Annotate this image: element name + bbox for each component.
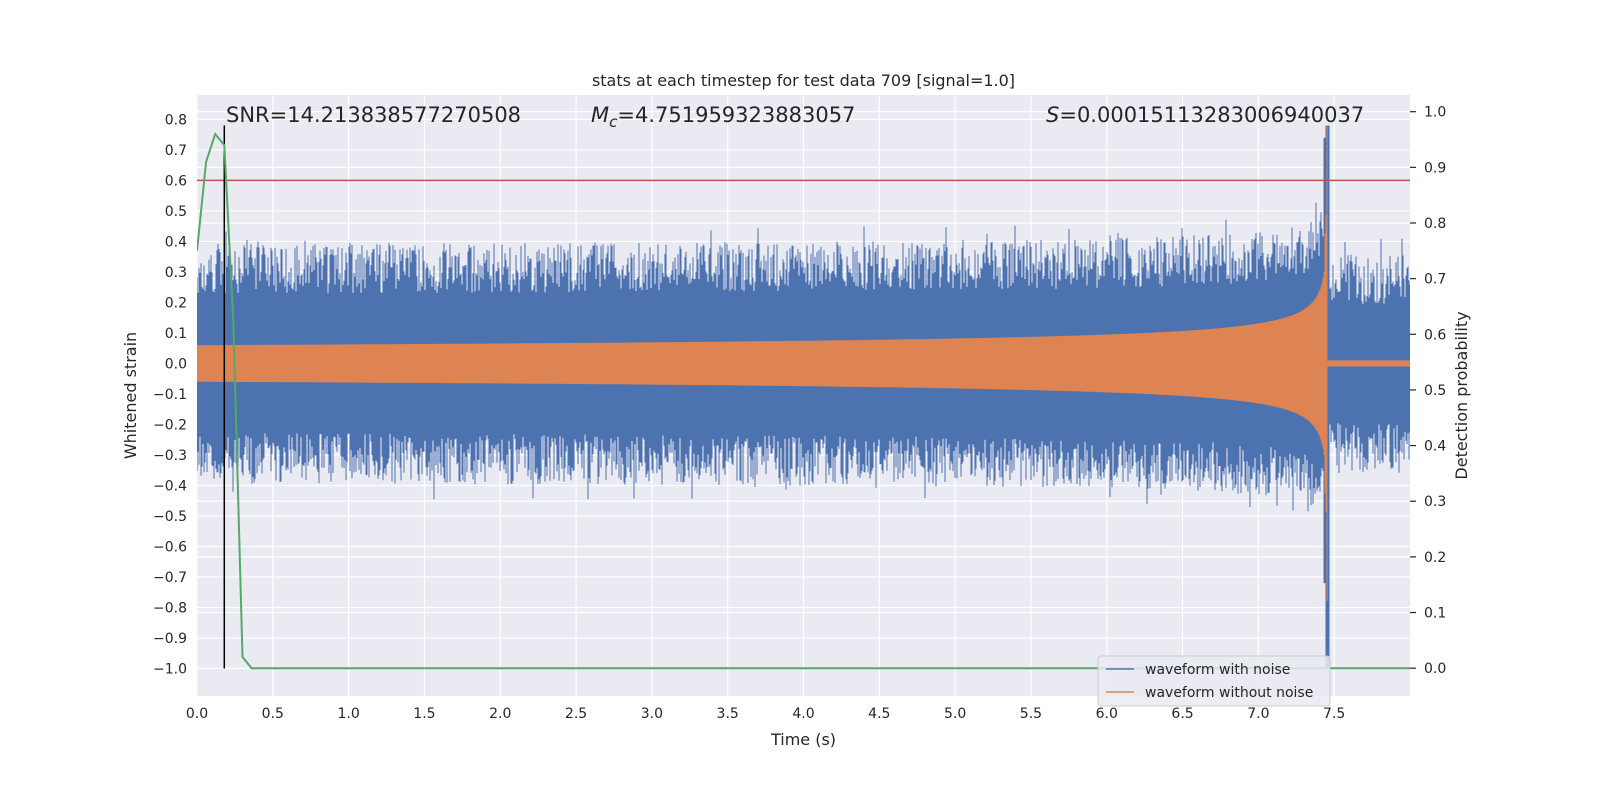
- x-tick-label: 7.5: [1323, 706, 1345, 722]
- y-tick-label: 0.6: [165, 173, 187, 189]
- x-axis-label: Time (s): [770, 730, 836, 749]
- y2-tick-label: 0.2: [1424, 550, 1446, 566]
- y-tick-label: 0.7: [165, 143, 187, 159]
- x-tick-label: 6.0: [1096, 706, 1118, 722]
- y-tick-label: 0.1: [165, 326, 187, 342]
- y-tick-label: −0.6: [153, 540, 187, 556]
- y-tick-label: −0.9: [153, 631, 187, 647]
- legend-label-noise: waveform with noise: [1145, 662, 1290, 678]
- y2-tick-label: 0.7: [1424, 272, 1446, 288]
- y-tick-label: −0.5: [153, 509, 187, 525]
- legend-box: [1097, 655, 1331, 707]
- y-tick-label: 0.2: [165, 295, 187, 311]
- y-tick-label: −0.4: [153, 478, 187, 494]
- x-tick-label: 1.5: [413, 706, 435, 722]
- x-tick-label: 5.0: [944, 706, 966, 722]
- mc-value: =4.751959323883057: [617, 103, 855, 127]
- plot-series-area: [197, 125, 1410, 670]
- y-tick-label: 0.0: [165, 356, 187, 372]
- y-tick-label: −1.0: [153, 662, 187, 678]
- series-detection-probability: [197, 131, 1410, 670]
- mc-subscript: c: [609, 113, 618, 131]
- x-tick-label: 6.5: [1171, 706, 1193, 722]
- y-tick-label: −0.7: [153, 570, 187, 586]
- x-tick-label: 0.0: [186, 706, 208, 722]
- legend-label-clean: waveform without noise: [1145, 685, 1313, 701]
- y-tick-label: −0.2: [153, 417, 187, 433]
- chart-title: stats at each timestep for test data 709…: [592, 71, 1015, 90]
- y-tick-label: 0.3: [165, 265, 187, 281]
- mc-annotation: Mc=4.751959323883057: [591, 103, 855, 131]
- y2-tick-label: 0.1: [1424, 606, 1446, 622]
- x-tick-label: 4.0: [792, 706, 814, 722]
- y-tick-label: 0.4: [165, 234, 187, 250]
- y2-tick-label: 0.4: [1424, 439, 1446, 455]
- x-tick-label: 0.5: [262, 706, 284, 722]
- y-tick-label: −0.8: [153, 601, 187, 617]
- y2-tick-label: 0.5: [1424, 383, 1446, 399]
- y2-tick-label: 0.9: [1424, 160, 1446, 176]
- legend: waveform with noise waveform without noi…: [1097, 655, 1331, 707]
- y2-tick-label: 1.0: [1424, 105, 1446, 121]
- y-tick-label: −0.3: [153, 448, 187, 464]
- y-tick-labels: 0.8 0.7 0.6 0.5 0.4 0.3 0.2 0.1 0.0 −0.1 −0.2 −0.3 −…: [153, 112, 187, 677]
- snr-annotation: SNR=14.213838577270508: [226, 103, 521, 127]
- x-tick-label: 3.5: [717, 706, 739, 722]
- x-tick-labels: 0.0 0.5 1.0 1.5 2.0 2.5 3.0 3.5 4.0 4.5 5.0 5.5 6.0 6…: [186, 706, 1345, 722]
- s-value: =0.00015113283006940037: [1059, 103, 1364, 127]
- y2-tick-label: 0.3: [1424, 494, 1446, 510]
- x-tick-label: 4.5: [868, 706, 890, 722]
- x-tick-label: 3.0: [641, 706, 663, 722]
- y2-tick-labels: 1.0 0.9 0.8 0.7 0.6 0.5 0.4 0.3 0.2 0.1 0.0: [1410, 105, 1446, 677]
- y-tick-label: 0.5: [165, 204, 187, 220]
- series-waveform-without-noise: [197, 125, 1410, 602]
- y2-axis-label: Detection probability: [1452, 311, 1471, 479]
- y-tick-label: −0.1: [153, 387, 187, 403]
- y-axis-label: Whitened strain: [121, 332, 140, 459]
- y2-tick-label: 0.8: [1424, 216, 1446, 232]
- y2-tick-label: 0.6: [1424, 327, 1446, 343]
- x-tick-label: 2.0: [489, 706, 511, 722]
- y-tick-label: 0.8: [165, 112, 187, 128]
- x-tick-label: 7.0: [1247, 706, 1269, 722]
- s-symbol: S: [1046, 103, 1059, 127]
- x-tick-label: 5.5: [1020, 706, 1042, 722]
- s-annotation: S=0.00015113283006940037: [1046, 103, 1364, 127]
- x-tick-label: 2.5: [565, 706, 587, 722]
- y2-tick-label: 0.0: [1424, 661, 1446, 677]
- x-tick-label: 1.0: [337, 706, 359, 722]
- mc-symbol: M: [591, 103, 609, 127]
